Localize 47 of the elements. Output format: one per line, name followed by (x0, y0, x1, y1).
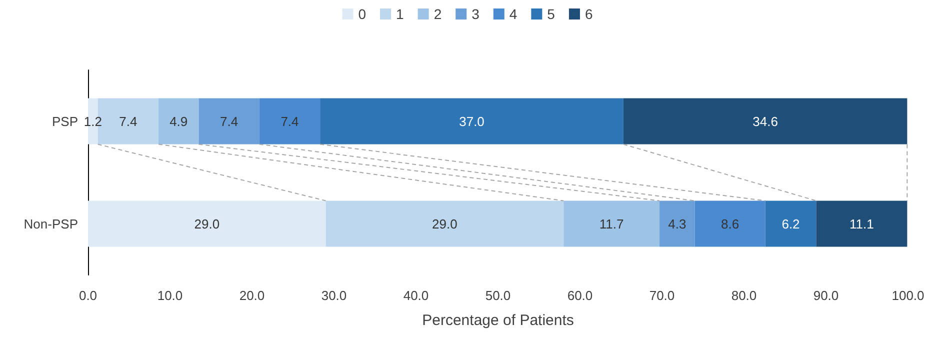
data-label: 29.0 (194, 216, 220, 232)
x-tick-label: 40.0 (403, 288, 429, 303)
x-tick-label: 80.0 (731, 288, 757, 303)
bar (816, 200, 908, 247)
data-label: 37.0 (459, 114, 484, 129)
legend-label: 5 (547, 6, 556, 22)
data-label: 34.6 (752, 114, 778, 129)
data-label: 4.9 (170, 114, 188, 129)
bar (694, 200, 766, 247)
bar (259, 98, 320, 144)
bar (660, 200, 695, 247)
legend-label: 1 (396, 6, 404, 22)
bar (158, 98, 199, 144)
x-tick-label: 10.0 (157, 288, 183, 303)
data-label: 7.4 (220, 114, 238, 129)
data-label: 7.4 (119, 114, 138, 129)
y-tick-label: Non-PSP (24, 216, 78, 232)
y-tick-label: PSP (52, 114, 78, 129)
data-label: 29.0 (432, 216, 458, 232)
bar (564, 200, 660, 247)
legend-label: 3 (472, 6, 480, 22)
x-tick-label: 0.0 (78, 288, 98, 303)
data-label: 4.3 (668, 216, 686, 232)
x-tick-label: 30.0 (321, 288, 347, 303)
data-label: 11.7 (599, 216, 624, 232)
legend-label: 6 (584, 6, 593, 22)
x-tick-label: 70.0 (649, 288, 675, 303)
data-label: 6.2 (782, 216, 800, 232)
data-label: 7.4 (280, 114, 299, 129)
x-axis-title: Percentage of Patients (422, 312, 574, 329)
data-label: 11.1 (850, 216, 874, 232)
bar (198, 98, 260, 144)
bar (623, 98, 908, 144)
bar (765, 200, 816, 247)
x-tick-label: 100.0 (892, 288, 924, 303)
bar (320, 98, 624, 144)
x-tick-label: 60.0 (567, 288, 593, 303)
legend-label: 2 (434, 6, 442, 22)
data-label: 8.6 (721, 216, 740, 232)
legend-label: 0 (358, 6, 366, 22)
x-tick-label: 50.0 (485, 288, 511, 303)
bar (326, 200, 564, 247)
x-tick-label: 20.0 (239, 288, 265, 303)
bar (88, 200, 326, 247)
data-label: 1.2 (84, 114, 102, 129)
legend-label: 4 (509, 6, 518, 22)
x-tick-label: 90.0 (813, 288, 839, 303)
